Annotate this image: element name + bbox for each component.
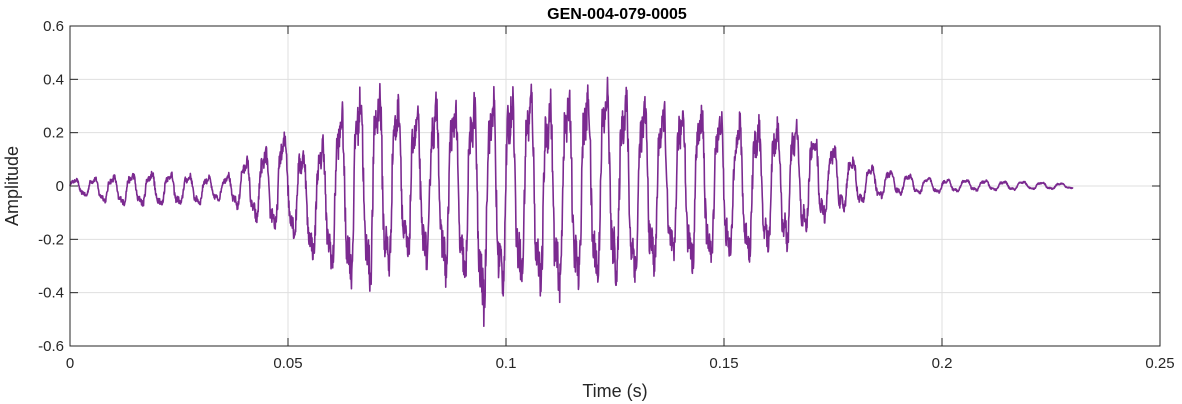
axis-ticks <box>69 25 1161 347</box>
y-tick-label: -0.2 <box>38 231 64 248</box>
y-tick-label: 0 <box>56 178 64 195</box>
y-tick-label: 0.4 <box>43 71 64 88</box>
x-tick-label: 0.15 <box>709 355 738 372</box>
x-axis-label: Time (s) <box>582 381 647 401</box>
x-tick-label: 0.1 <box>496 355 517 372</box>
waveform-series-line <box>69 76 1074 328</box>
plot-area <box>69 76 1074 328</box>
y-axis-label: Amplitude <box>2 146 22 226</box>
y-axis-tick-labels: 0.6 0.4 0.2 0 -0.2 -0.4 -0.6 <box>38 18 64 355</box>
x-axis-tick-labels: 0 0.05 0.1 0.15 0.2 0.25 <box>66 355 1175 372</box>
chart-title: GEN-004-079-0005 <box>547 6 687 23</box>
x-tick-label: 0.05 <box>273 355 302 372</box>
y-tick-label: -0.4 <box>38 285 64 302</box>
x-tick-label: 0.2 <box>932 355 953 372</box>
y-tick-label: 0.2 <box>43 125 64 142</box>
y-tick-label: 0.6 <box>43 18 64 35</box>
y-tick-label: -0.6 <box>38 338 64 355</box>
x-tick-label: 0 <box>66 355 74 372</box>
x-tick-label: 0.25 <box>1145 355 1174 372</box>
